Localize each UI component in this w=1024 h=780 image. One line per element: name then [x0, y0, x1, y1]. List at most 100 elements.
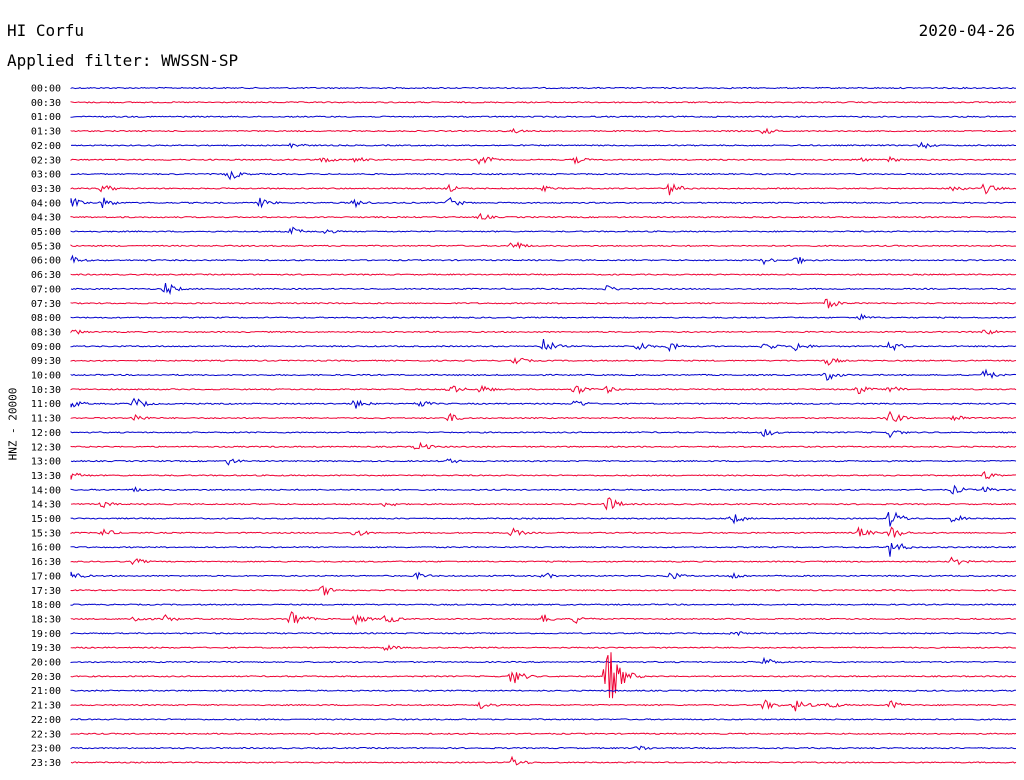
row-time-label: 07:30	[31, 299, 61, 310]
trace-row-0200	[70, 141, 1016, 149]
trace-row-1400	[70, 484, 1017, 495]
trace-row-0830	[70, 329, 1017, 335]
row-time-label: 20:30	[31, 672, 61, 683]
trace-row-2030	[70, 652, 1017, 699]
row-time-label: 10:30	[31, 385, 61, 396]
row-time-label: 15:30	[31, 528, 61, 539]
row-time-label: 17:00	[31, 571, 61, 582]
row-time-label: 11:00	[31, 399, 61, 410]
trace-row-1230	[70, 441, 1017, 450]
trace-row-1730	[70, 585, 1017, 596]
row-time-label: 19:30	[31, 643, 61, 654]
trace-row-0530	[70, 241, 1017, 250]
row-time-label: 05:00	[31, 227, 61, 238]
row-time-label: 15:00	[31, 514, 61, 525]
row-time-label: 08:30	[31, 327, 61, 338]
trace-row-0630	[70, 273, 1017, 276]
trace-row-0430	[70, 212, 1017, 220]
trace-row-2000	[70, 656, 1017, 665]
trace-row-2200	[70, 718, 1017, 721]
trace-row-0400	[70, 196, 1017, 209]
row-time-label: 03:30	[31, 184, 61, 195]
row-time-label: 17:30	[31, 586, 61, 597]
trace-row-0930	[70, 357, 1017, 366]
trace-row-1600	[70, 542, 1017, 557]
row-time-label: 12:00	[31, 428, 61, 439]
trace-row-0730	[70, 298, 1017, 309]
row-time-label: 01:00	[31, 112, 61, 123]
row-time-label: 06:30	[31, 270, 61, 281]
trace-row-0900	[70, 339, 1017, 353]
trace-row-1700	[70, 571, 1017, 581]
trace-row-0300	[70, 170, 1017, 181]
row-time-label: 21:00	[31, 686, 61, 697]
row-time-label: 02:30	[31, 155, 61, 166]
row-time-label: 01:30	[31, 127, 61, 138]
row-time-label: 23:00	[31, 744, 61, 755]
trace-row-1630	[70, 556, 1017, 566]
row-time-label: 03:00	[31, 170, 61, 181]
row-time-label: 19:00	[31, 629, 61, 640]
trace-row-1030	[70, 384, 1017, 395]
row-time-label: 09:00	[31, 342, 61, 353]
trace-row-0800	[70, 313, 1017, 321]
row-time-label: 11:30	[31, 414, 61, 425]
trace-row-0100	[70, 115, 1016, 118]
row-time-label: 13:00	[31, 457, 61, 468]
row-time-label: 14:00	[31, 485, 61, 496]
row-time-label: 04:00	[31, 198, 61, 209]
date-label: 2020-04-26	[918, 21, 1015, 40]
row-time-label: 02:00	[31, 141, 61, 152]
trace-row-2230	[70, 732, 1017, 735]
row-time-label: 20:00	[31, 658, 61, 669]
row-time-label: 16:00	[31, 543, 61, 554]
trace-row-0330	[70, 183, 1017, 196]
trace-row-2300	[70, 745, 1017, 751]
row-time-label: 23:30	[31, 758, 61, 769]
trace-row-0230	[70, 155, 1017, 166]
trace-row-0030	[70, 101, 1017, 104]
trace-row-0000	[70, 86, 1016, 90]
row-time-label: 06:00	[31, 256, 61, 267]
row-time-label: 14:30	[31, 500, 61, 511]
trace-row-1000	[70, 368, 1017, 381]
row-time-label: 00:30	[31, 98, 61, 109]
trace-row-1430	[70, 497, 1017, 511]
trace-row-1330	[70, 470, 1017, 480]
trace-row-1830	[70, 611, 1017, 626]
row-time-label: 07:00	[31, 284, 61, 295]
trace-row-1900	[70, 631, 1017, 637]
trace-row-1530	[70, 526, 1017, 538]
trace-row-1130	[70, 410, 1016, 422]
trace-row-1200	[70, 429, 1017, 439]
row-time-label: 05:30	[31, 241, 61, 252]
row-time-label: 04:30	[31, 213, 61, 224]
row-time-label: 00:00	[31, 84, 61, 95]
row-time-label: 22:00	[31, 715, 61, 726]
row-time-label: 12:30	[31, 442, 61, 453]
trace-row-2100	[70, 689, 1017, 692]
trace-row-1800	[70, 603, 1017, 606]
row-time-label: 18:30	[31, 614, 61, 625]
trace-row-0700	[70, 283, 1017, 296]
trace-row-1500	[70, 511, 1017, 527]
row-time-label: 08:00	[31, 313, 61, 324]
row-time-label: 13:30	[31, 471, 61, 482]
trace-row-2330	[70, 755, 1017, 766]
trace-row-1930	[70, 644, 1017, 651]
trace-row-2130	[70, 699, 1017, 712]
trace-row-1100	[70, 397, 1017, 409]
trace-row-0130	[70, 127, 1017, 135]
trace-row-0600	[70, 254, 1017, 266]
row-time-label: 16:30	[31, 557, 61, 568]
row-time-label: 09:30	[31, 356, 61, 367]
trace-row-0500	[70, 226, 1017, 236]
row-time-label: 22:30	[31, 729, 61, 740]
filter-label: Applied filter: WWSSN-SP	[7, 51, 239, 70]
row-time-label: 10:00	[31, 371, 61, 382]
trace-row-1300	[70, 458, 1017, 466]
row-time-label: 18:00	[31, 600, 61, 611]
station-title: HI Corfu	[7, 21, 85, 40]
row-time-label: 21:30	[31, 701, 61, 712]
